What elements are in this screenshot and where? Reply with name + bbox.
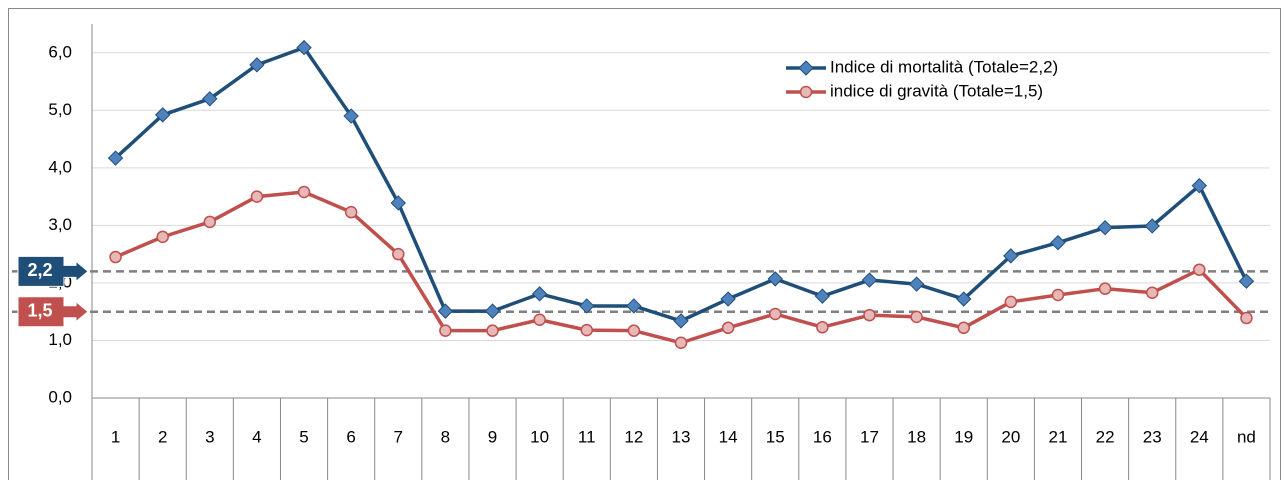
data-point [580, 323, 594, 337]
data-point [249, 57, 265, 73]
data-point [437, 303, 454, 319]
data-point [297, 185, 311, 199]
data-point [1145, 286, 1159, 299]
reference-label: 1,5 [27, 300, 52, 320]
data-point [484, 303, 501, 319]
x-tick-label: 20 [1001, 427, 1020, 446]
x-tick-label: 23 [1143, 427, 1162, 446]
series-line [114, 45, 1249, 323]
data-point [627, 324, 641, 337]
data-point [1238, 273, 1255, 289]
x-tick-label: nd [1237, 427, 1256, 446]
legend-marker [799, 85, 813, 99]
y-tick-label: 4,0 [48, 157, 72, 176]
data-point [1097, 219, 1113, 236]
x-tick-label: 5 [299, 427, 308, 446]
data-point [767, 271, 783, 287]
x-tick-label: 2 [158, 427, 167, 446]
data-point [674, 336, 688, 350]
data-point [1050, 234, 1066, 251]
data-point [814, 288, 831, 304]
data-point [202, 91, 218, 107]
x-tick-label: 9 [488, 427, 497, 446]
data-point [203, 215, 217, 229]
x-tick-label: 4 [252, 427, 261, 446]
data-point [579, 298, 595, 314]
data-point [673, 313, 689, 329]
x-tick-label: 14 [719, 427, 738, 446]
data-point [956, 291, 972, 307]
legend-marker [798, 60, 814, 76]
reference-label: 2,2 [27, 260, 52, 280]
data-point [392, 247, 405, 261]
data-point [720, 291, 736, 307]
legend-label: indice di gravità (Totale=1,5) [830, 81, 1043, 100]
y-tick-label: 5,0 [48, 100, 72, 119]
data-point [154, 107, 171, 123]
data-point [768, 307, 782, 321]
legend-label: Indice di mortalità (Totale=2,2) [830, 57, 1058, 76]
data-point [390, 195, 406, 211]
x-tick-label: 12 [624, 427, 643, 446]
data-point [486, 324, 499, 337]
data-point [109, 250, 122, 264]
data-point [1098, 282, 1112, 295]
data-point [1191, 177, 1208, 194]
data-point [861, 272, 878, 288]
data-point [533, 313, 546, 326]
data-point [957, 321, 970, 335]
x-tick-label: 6 [346, 427, 355, 446]
x-tick-label: 17 [860, 427, 879, 446]
x-tick-label: 24 [1190, 427, 1209, 446]
x-tick-label: 18 [907, 427, 926, 446]
y-tick-label: 1,0 [48, 330, 72, 349]
data-point [816, 320, 829, 334]
chart-frame [8, 8, 1281, 480]
x-tick-label: 1 [111, 427, 120, 446]
data-point [1193, 263, 1206, 276]
data-point [1003, 248, 1019, 264]
reference-arrow [17, 296, 89, 328]
data-point [863, 308, 876, 322]
x-tick-label: 13 [672, 427, 691, 446]
x-tick-label: 3 [205, 427, 214, 446]
reference-arrow [17, 255, 89, 287]
x-tick-label: 10 [530, 427, 549, 446]
x-tick-label: 11 [578, 427, 596, 446]
data-point [910, 310, 923, 324]
data-point [343, 108, 359, 124]
x-tick-label: 22 [1096, 427, 1115, 446]
data-point [107, 150, 124, 166]
x-tick-label: 8 [441, 427, 450, 446]
y-tick-label: 6,0 [48, 42, 72, 61]
data-point [531, 286, 548, 302]
x-tick-label: 16 [813, 427, 832, 446]
data-point [156, 230, 169, 244]
data-point [1051, 288, 1065, 302]
data-point [439, 324, 452, 337]
x-tick-label: 15 [766, 427, 785, 446]
x-tick-label: 19 [954, 427, 973, 446]
x-tick-label: 7 [394, 427, 403, 446]
data-point [250, 190, 264, 203]
data-point [344, 205, 358, 219]
y-tick-label: 0,0 [48, 387, 72, 406]
data-point [626, 298, 642, 314]
y-tick-label: 3,0 [48, 215, 72, 234]
data-point [1144, 218, 1160, 234]
x-tick-label: 21 [1048, 427, 1067, 446]
data-point [908, 276, 925, 292]
data-point [296, 39, 312, 56]
data-point [721, 321, 735, 335]
data-point [1004, 295, 1018, 309]
data-point [1240, 311, 1253, 325]
